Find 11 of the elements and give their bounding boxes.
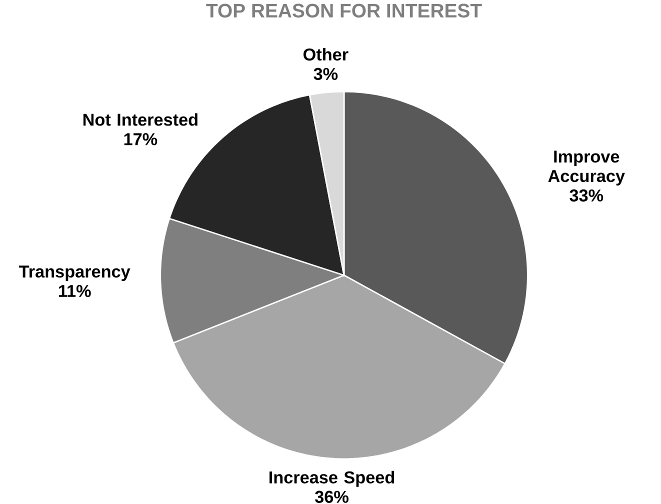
slice-label: Increase Speed	[270, 470, 394, 487]
slice-label: Improve Accuracy	[548, 150, 625, 186]
chart-title: TOP REASON FOR INTEREST	[206, 4, 482, 18]
slice-label: Transparency	[19, 266, 130, 281]
data-label: 33%	[570, 189, 604, 202]
data-label: 17%	[124, 133, 158, 146]
data-label: 36%	[315, 490, 348, 503]
slice-label: Not Interested	[83, 113, 198, 126]
data-label: 11%	[58, 284, 91, 297]
data-label: 3%	[314, 68, 338, 80]
slice-label: Other	[304, 48, 348, 61]
